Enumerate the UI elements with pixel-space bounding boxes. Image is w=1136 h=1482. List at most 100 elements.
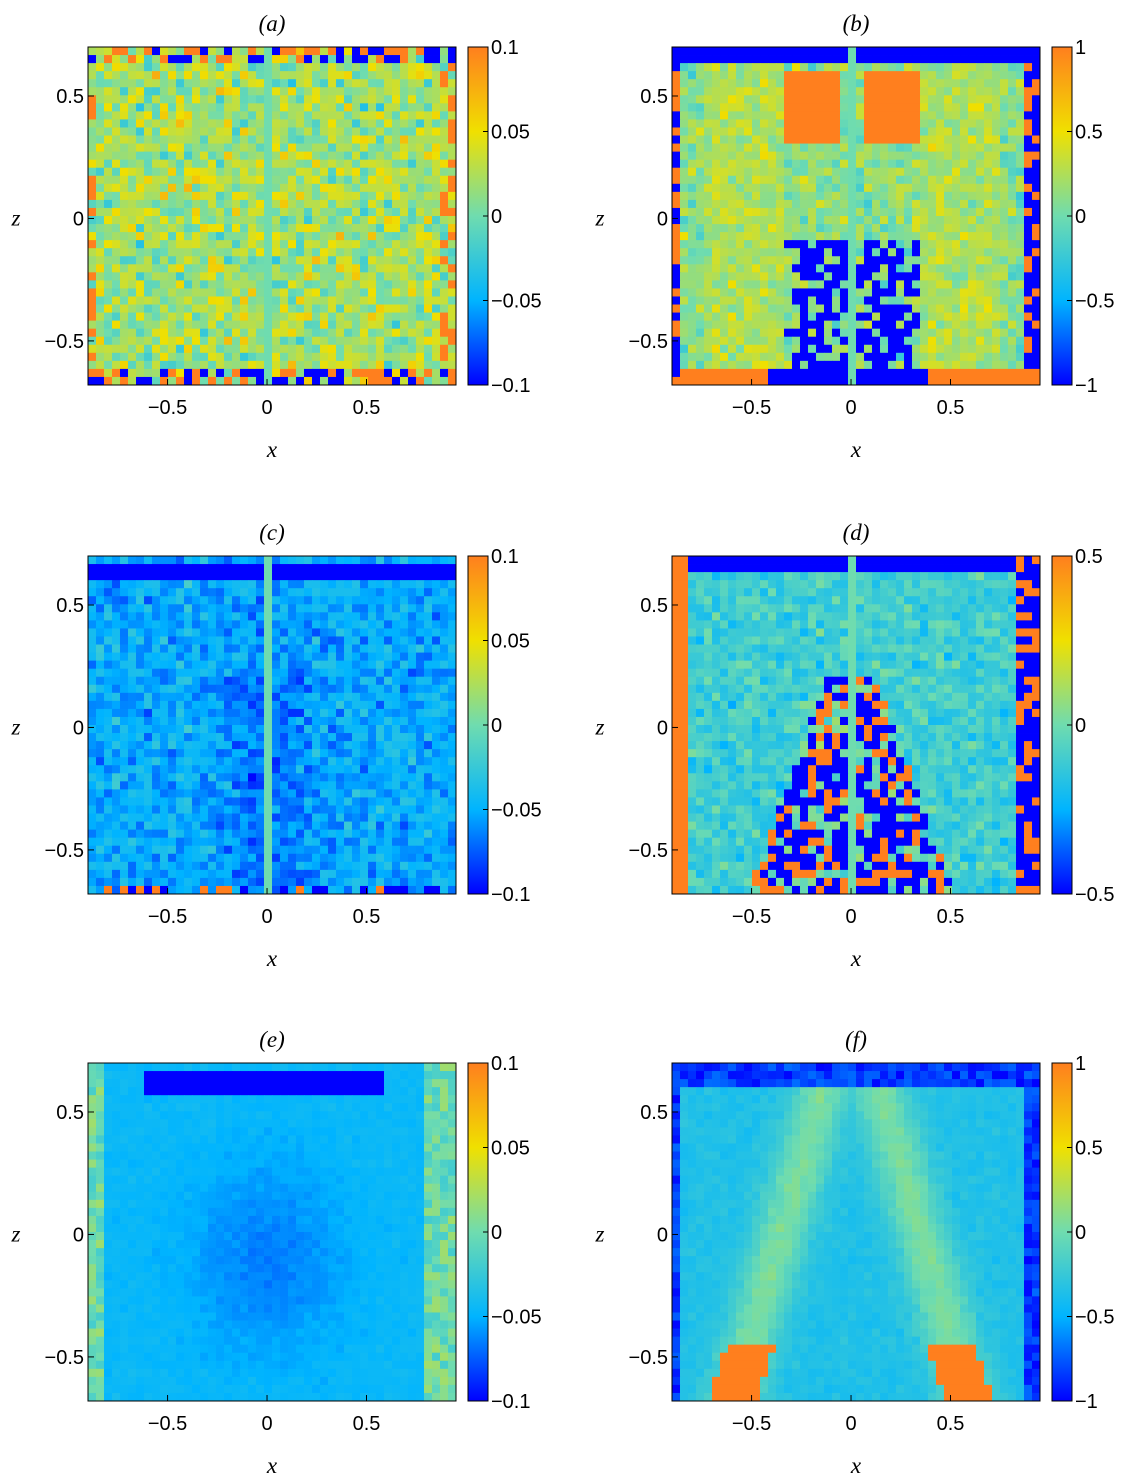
heatmap-cell [344, 716, 353, 726]
heatmap-cell [120, 264, 129, 273]
heatmap-cell [928, 143, 937, 153]
heatmap-cell [200, 328, 209, 338]
heatmap-cell [992, 352, 1001, 362]
heatmap-cell [112, 312, 121, 322]
heatmap-cell [992, 328, 1001, 338]
heatmap-cell [760, 248, 769, 257]
heatmap-cell [328, 733, 337, 742]
heatmap-cell [832, 240, 841, 249]
heatmap-cell [176, 572, 185, 581]
heatmap-cell [880, 207, 889, 217]
heatmap-cell [800, 95, 809, 104]
heatmap-cell [776, 336, 785, 346]
heatmap-cell [216, 636, 225, 645]
heatmap-cell [720, 95, 729, 104]
heatmap-cell [680, 207, 689, 217]
heatmap-cell [760, 368, 769, 378]
heatmap-cell [768, 143, 777, 153]
heatmap-cell [112, 79, 121, 88]
heatmap-cell [952, 288, 961, 297]
heatmap-cell [1032, 368, 1041, 378]
heatmap-cell [368, 304, 377, 313]
heatmap-cell [208, 288, 217, 297]
heatmap-cell [424, 159, 433, 169]
heatmap-cell [184, 725, 193, 734]
heatmap-cell [96, 151, 105, 161]
heatmap-cell [320, 127, 329, 136]
heatmap-cell [376, 167, 385, 177]
heatmap-cell [320, 135, 329, 144]
heatmap-cell [344, 660, 353, 670]
heatmap-cell [976, 71, 985, 80]
heatmap-cell [384, 135, 393, 144]
heatmap-cell [104, 572, 113, 581]
heatmap-cell [144, 127, 153, 136]
heatmap-cell [728, 63, 737, 72]
heatmap-cell [104, 628, 113, 637]
heatmap-cell [256, 725, 265, 734]
heatmap-cell [392, 336, 401, 346]
heatmap-cell [272, 111, 281, 120]
heatmap-cell [336, 240, 345, 249]
heatmap-cell [896, 191, 905, 201]
heatmap-cell [728, 256, 737, 265]
heatmap-cell [1000, 264, 1009, 273]
heatmap-cell [208, 248, 217, 257]
heatmap-cell [208, 336, 217, 346]
heatmap-cell [160, 224, 169, 233]
heatmap-cell [184, 620, 193, 629]
heatmap-cell [360, 71, 369, 80]
heatmap-cell [200, 708, 209, 718]
heatmap-cell [344, 700, 353, 710]
heatmap-cell [336, 652, 345, 662]
heatmap-cell [928, 288, 937, 297]
heatmap-cell [312, 716, 321, 726]
heatmap-cell [144, 232, 153, 241]
heatmap-cell [960, 55, 969, 64]
heatmap-cell [400, 248, 409, 257]
heatmap-cell [848, 135, 857, 144]
heatmap-cell [352, 256, 361, 265]
heatmap-cell [376, 111, 385, 120]
heatmap-cell [112, 700, 121, 710]
heatmap-cell [704, 336, 713, 346]
heatmap-cell [752, 95, 761, 104]
heatmap-cell [768, 280, 777, 289]
heatmap-cell [328, 143, 337, 153]
heatmap-cell [1024, 336, 1033, 346]
z-axis-label: z [11, 205, 21, 230]
heatmap-cell [704, 248, 713, 257]
heatmap-cell [152, 216, 161, 225]
heatmap-cell [984, 352, 993, 362]
heatmap-cell [344, 360, 353, 370]
heatmap-cell [816, 240, 825, 249]
heatmap-cell [152, 676, 161, 686]
heatmap-cell [904, 240, 913, 249]
heatmap-cell [208, 280, 217, 289]
heatmap-cell [768, 368, 777, 378]
heatmap-cell [392, 240, 401, 249]
heatmap-cell [880, 55, 889, 64]
heatmap-cell [224, 304, 233, 313]
heatmap-cell [192, 604, 201, 613]
heatmap-cell [328, 556, 337, 565]
heatmap-cell [120, 71, 129, 80]
heatmap-cell [736, 344, 745, 354]
heatmap-cell [248, 368, 257, 378]
heatmap-cell [88, 288, 97, 297]
heatmap-cell [112, 288, 121, 297]
heatmap-cell [152, 612, 161, 621]
heatmap-cell [808, 248, 817, 257]
heatmap-cell [304, 167, 313, 177]
heatmap-cell [144, 199, 153, 209]
heatmap-cell [408, 708, 417, 718]
heatmap-cell [264, 183, 273, 193]
heatmap-cell [224, 352, 233, 362]
heatmap-cell [336, 328, 345, 338]
heatmap-cell [896, 63, 905, 72]
heatmap-cell [328, 280, 337, 289]
heatmap-cell [712, 103, 721, 112]
heatmap-cell [872, 199, 881, 209]
heatmap-cell [720, 280, 729, 289]
heatmap-cell [192, 320, 201, 330]
